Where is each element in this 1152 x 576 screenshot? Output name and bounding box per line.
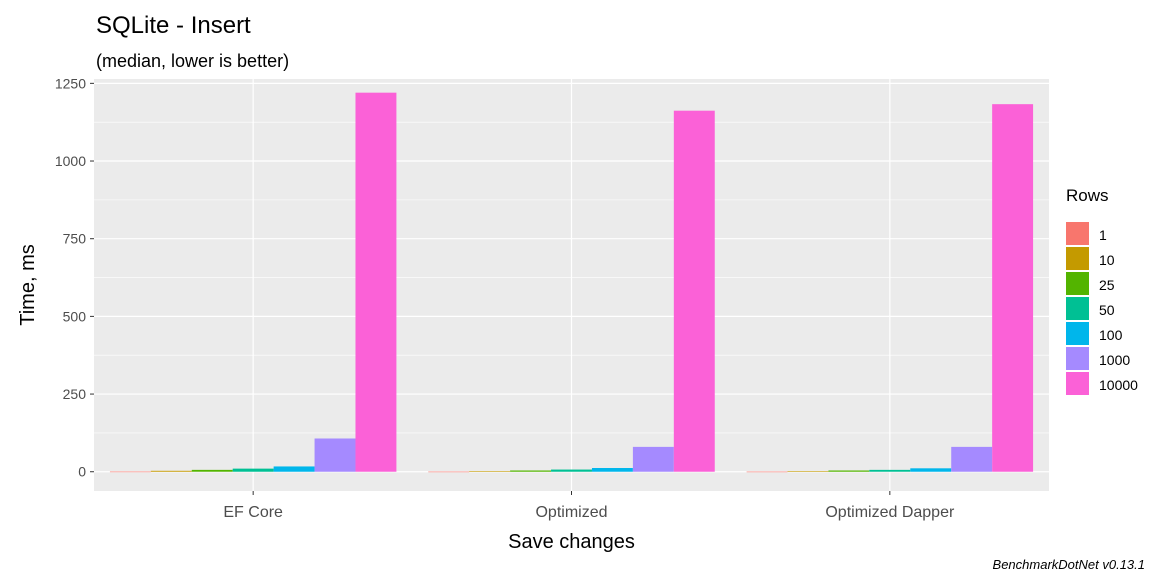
bar-10000-1 bbox=[673, 110, 715, 472]
bar-1000-2 bbox=[951, 446, 993, 472]
bar-1-0 bbox=[109, 471, 151, 473]
legend-label: 10000 bbox=[1099, 377, 1138, 393]
legend-key-10000 bbox=[1066, 372, 1089, 395]
legend-label: 100 bbox=[1099, 327, 1123, 343]
bar-1-2 bbox=[746, 471, 788, 473]
legend-key-50 bbox=[1066, 297, 1089, 320]
bar-50-2 bbox=[869, 469, 911, 472]
bar-1000-1 bbox=[632, 446, 674, 472]
bar-25-0 bbox=[191, 469, 233, 472]
bar-100-1 bbox=[591, 468, 633, 472]
y-tick-label: 0 bbox=[78, 464, 86, 480]
bar-100-0 bbox=[273, 466, 315, 472]
x-axis-title: Save changes bbox=[508, 531, 635, 553]
y-tick-label: 1250 bbox=[55, 75, 86, 91]
y-tick-label: 500 bbox=[63, 308, 87, 324]
legend-title: Rows bbox=[1066, 186, 1109, 205]
legend-key-1 bbox=[1066, 222, 1089, 245]
legend-key-25 bbox=[1066, 272, 1089, 295]
chart-subtitle: (median, lower is better) bbox=[96, 51, 290, 71]
x-tick-label: Optimized Dapper bbox=[825, 504, 955, 521]
bar-1-1 bbox=[428, 471, 470, 473]
bar-50-0 bbox=[232, 468, 274, 472]
chart-title: SQLite - Insert bbox=[96, 12, 251, 39]
bar-10000-0 bbox=[355, 92, 397, 472]
bar-1000-0 bbox=[314, 438, 356, 472]
x-tick-label: EF Core bbox=[223, 504, 283, 521]
legend-key-1000 bbox=[1066, 347, 1089, 370]
legend-label: 1000 bbox=[1099, 352, 1130, 368]
x-tick-label: Optimized bbox=[535, 504, 607, 521]
bar-10-0 bbox=[150, 470, 192, 472]
y-tick-label: 1000 bbox=[55, 153, 86, 169]
legend-key-10 bbox=[1066, 247, 1089, 270]
chart-caption: BenchmarkDotNet v0.13.1 bbox=[992, 557, 1145, 572]
legend-label: 25 bbox=[1099, 277, 1115, 293]
bar-10-1 bbox=[469, 471, 511, 472]
legend-label: 10 bbox=[1099, 252, 1115, 268]
y-axis-title: Time, ms bbox=[17, 244, 39, 325]
y-tick-label: 750 bbox=[63, 231, 87, 247]
bar-50-1 bbox=[551, 469, 592, 472]
bar-100-2 bbox=[910, 468, 952, 472]
y-tick-label: 250 bbox=[63, 386, 87, 402]
legend-label: 1 bbox=[1099, 227, 1107, 243]
legend-key-100 bbox=[1066, 322, 1089, 345]
bar-25-2 bbox=[828, 470, 870, 472]
bar-10000-2 bbox=[992, 104, 1034, 472]
bar-10-2 bbox=[787, 471, 829, 472]
legend-label: 50 bbox=[1099, 302, 1115, 318]
bar-25-1 bbox=[510, 470, 552, 472]
